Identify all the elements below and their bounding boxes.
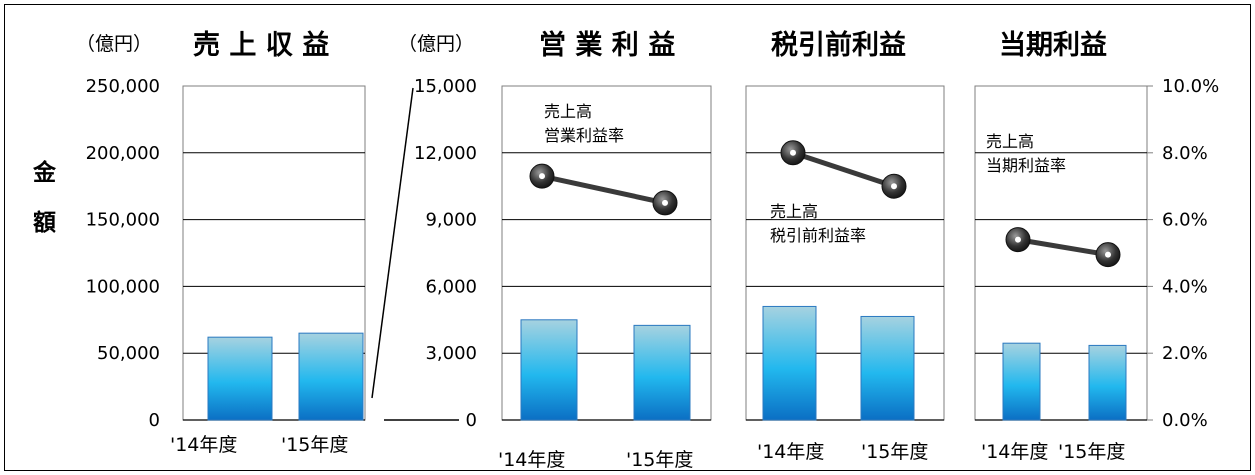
pretax-rate-point-center [891, 183, 897, 190]
net-bar-2 [1088, 344, 1127, 421]
revenue-unit-label: （億円） [76, 33, 152, 55]
revenue-category-label: '14年度 [170, 434, 237, 456]
operating-category-label: '15年度 [626, 449, 693, 471]
net-rate-tick-label: 4.0% [1162, 276, 1208, 297]
operating-ytick-label: 6,000 [425, 276, 477, 297]
revenue-ytick-label: 250,000 [86, 76, 160, 97]
ylabel-char-2: 額 [32, 209, 56, 236]
net-rate-tick-label: 6.0% [1162, 210, 1208, 231]
revenue-ytick-label: 0 [149, 410, 160, 431]
pretax-category-label: '14年度 [757, 441, 824, 463]
operating-bar-2 [633, 324, 691, 421]
pretax-rate-annotation: 売上高 [770, 202, 818, 221]
operating-ytick-label: 15,000 [414, 76, 477, 97]
pretax-rate-point-center [790, 149, 796, 156]
operating-title: 営 業 利 益 [539, 29, 675, 61]
net-rate-annotation: 売上高 [986, 132, 1034, 151]
net-rate-tick-label: 8.0% [1162, 143, 1208, 164]
net-rate-line [1017, 237, 1109, 258]
pretax-bar-1 [762, 305, 817, 421]
net-category-label: '15年度 [1058, 441, 1125, 463]
operating-ytick-label: 0 [466, 410, 477, 431]
net-rate-tick-label: 10.0% [1162, 76, 1219, 97]
pretax-bar-2 [860, 315, 915, 421]
revenue-ytick-label: 150,000 [86, 210, 160, 231]
operating-rate-point-center [539, 173, 545, 180]
net-category-label: '14年度 [981, 441, 1048, 463]
operating-rate-annotation: 売上高 [544, 102, 592, 121]
ylabel-char-1: 金 [32, 159, 57, 186]
operating-ytick-label: 3,000 [425, 343, 477, 364]
operating-bar-1 [520, 319, 578, 421]
revenue-bar-1 [207, 336, 273, 421]
pretax-rate-line [792, 150, 895, 189]
axis-break-line-diagonal [371, 87, 414, 399]
operating-category-label: '14年度 [498, 449, 565, 471]
revenue-ytick-label: 100,000 [86, 276, 160, 297]
net-rate-tick-label: 2.0% [1162, 343, 1208, 364]
net-rate-annotation: 当期利益率 [986, 156, 1066, 175]
operating-ytick-label: 9,000 [425, 210, 477, 231]
revenue-bar-2 [298, 332, 364, 421]
pretax-rate-annotation: 税引前利益率 [770, 226, 866, 245]
operating-rate-point-center [662, 199, 668, 206]
revenue-category-label: '15年度 [281, 434, 348, 456]
net-rate-tick-label: 0.0% [1162, 410, 1208, 431]
chart-frame [4, 4, 1251, 471]
revenue-title: 売 上 収 益 [193, 30, 329, 61]
net-title: 当期利益 [999, 30, 1107, 61]
revenue-ytick-label: 50,000 [97, 343, 160, 364]
net-bar-1 [1002, 342, 1041, 421]
operating-rate-line [541, 173, 666, 206]
pretax-category-label: '15年度 [861, 441, 928, 463]
operating-ytick-label: 12,000 [414, 143, 477, 164]
net-rate-point-center [1015, 236, 1021, 243]
operating-unit-label: （億円） [398, 33, 474, 55]
operating-rate-annotation: 営業利益率 [544, 126, 624, 145]
revenue-ytick-label: 200,000 [86, 143, 160, 164]
pretax-title: 税引前利益 [771, 29, 906, 61]
net-rate-point-center [1105, 251, 1111, 258]
